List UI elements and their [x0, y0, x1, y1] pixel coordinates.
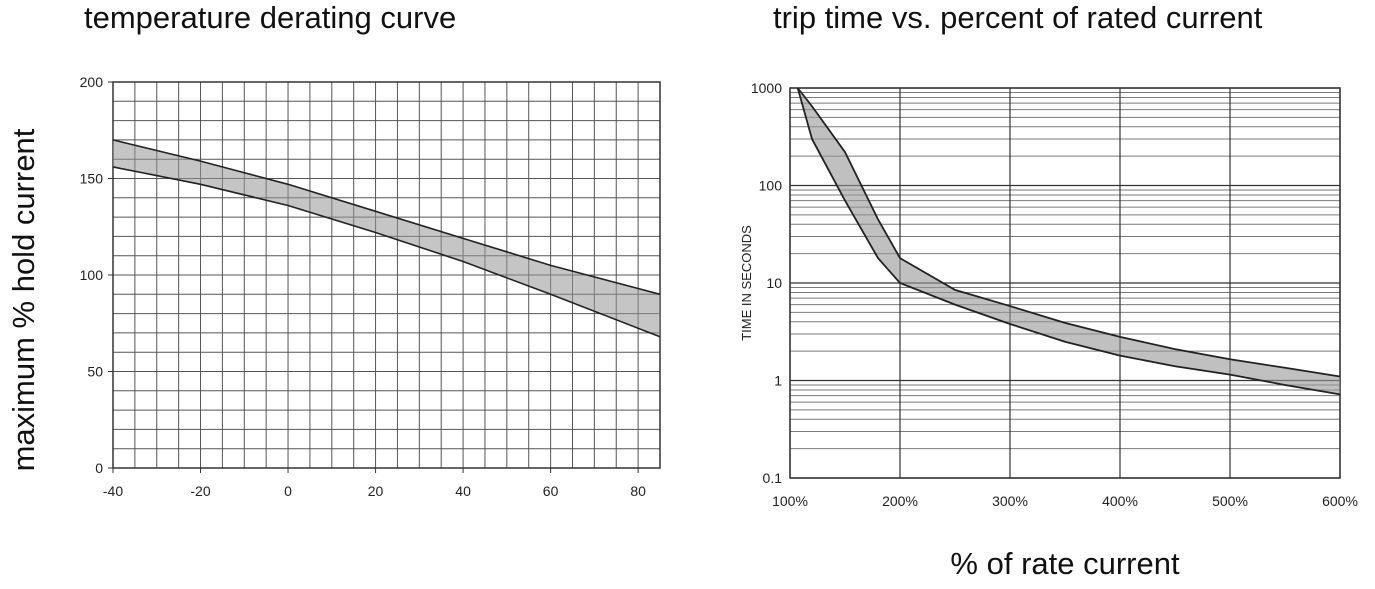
- left-y-tick-label: 150: [80, 171, 104, 187]
- left-x-tick-label: 80: [630, 483, 646, 499]
- right-x-tick-label: 400%: [1102, 493, 1138, 509]
- right-x-tick-label: 500%: [1212, 493, 1248, 509]
- derating-band-fill: [113, 139, 660, 337]
- left-x-tick-label: 60: [543, 483, 559, 499]
- left-x-tick-label: 0: [284, 483, 292, 499]
- right-x-tick-label: 600%: [1322, 493, 1358, 509]
- left-y-tick-label: 50: [87, 364, 103, 380]
- right-x-tick-label: 200%: [882, 493, 918, 509]
- right-y-tick-label: 10: [766, 275, 782, 291]
- right-chart-x-axis-label: % of rate current: [950, 546, 1180, 581]
- right-y-tick-label: 100: [759, 178, 783, 194]
- trip-upper-line: [796, 87, 1341, 378]
- left-y-tick-label: 0: [95, 460, 103, 476]
- left-x-tick-label: 40: [455, 483, 471, 499]
- right-y-tick-label: 1000: [751, 80, 782, 96]
- left-x-tick-label: 20: [368, 483, 384, 499]
- right-x-tick-label: 100%: [772, 493, 808, 509]
- derating-upper-line: [112, 139, 661, 296]
- right-y-tick-label: 0.1: [763, 470, 783, 486]
- derating-lower-line: [112, 166, 661, 338]
- right-chart-title: trip time vs. percent of rated current: [773, 0, 1263, 35]
- trip-band-fill: [797, 88, 1340, 395]
- left-chart-title: temperature derating curve: [84, 0, 457, 35]
- right-plot-frame: [789, 87, 1341, 479]
- left-x-tick-label: -40: [103, 483, 123, 499]
- right-x-tick-label: 300%: [992, 493, 1028, 509]
- left-y-tick-label: 200: [80, 74, 104, 90]
- trip-lower-line: [796, 87, 1341, 396]
- right-y-tick-label: 1: [774, 373, 782, 389]
- right-chart-y-axis-label: TIME IN SECONDS: [739, 225, 754, 341]
- left-y-tick-label: 100: [80, 267, 104, 283]
- left-x-tick-label: -20: [190, 483, 210, 499]
